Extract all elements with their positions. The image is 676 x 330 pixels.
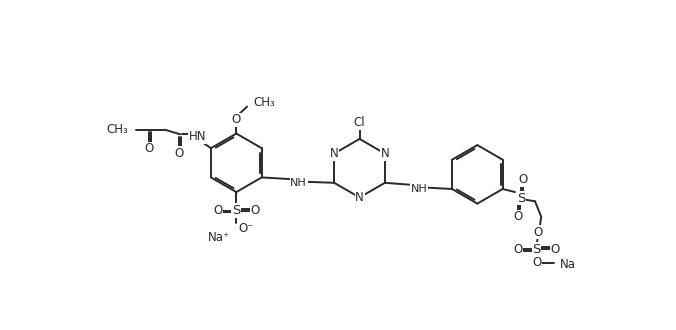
Text: S: S [232, 204, 241, 217]
Text: O: O [174, 147, 183, 160]
Text: Cl: Cl [354, 116, 365, 129]
Text: O: O [514, 210, 523, 223]
Text: N: N [330, 147, 339, 160]
Text: O: O [533, 226, 543, 239]
Text: S: S [517, 192, 525, 205]
Text: O: O [550, 243, 560, 255]
Text: NH: NH [290, 178, 307, 188]
Text: O: O [250, 204, 260, 217]
Text: NH: NH [411, 184, 428, 194]
Text: O: O [532, 256, 541, 269]
Text: O: O [514, 243, 523, 255]
Text: O: O [145, 143, 154, 155]
Text: HN: HN [189, 130, 206, 143]
Text: O: O [232, 113, 241, 126]
Text: N: N [355, 191, 364, 204]
Text: CH₃: CH₃ [254, 96, 275, 109]
Text: CH₃: CH₃ [106, 123, 128, 136]
Text: O⁻: O⁻ [238, 222, 254, 235]
Text: N: N [381, 147, 389, 160]
Text: O: O [518, 173, 527, 186]
Text: Na⁺: Na⁺ [208, 231, 231, 244]
Text: O: O [213, 204, 222, 217]
Text: S: S [533, 243, 541, 255]
Text: Na: Na [560, 258, 576, 271]
